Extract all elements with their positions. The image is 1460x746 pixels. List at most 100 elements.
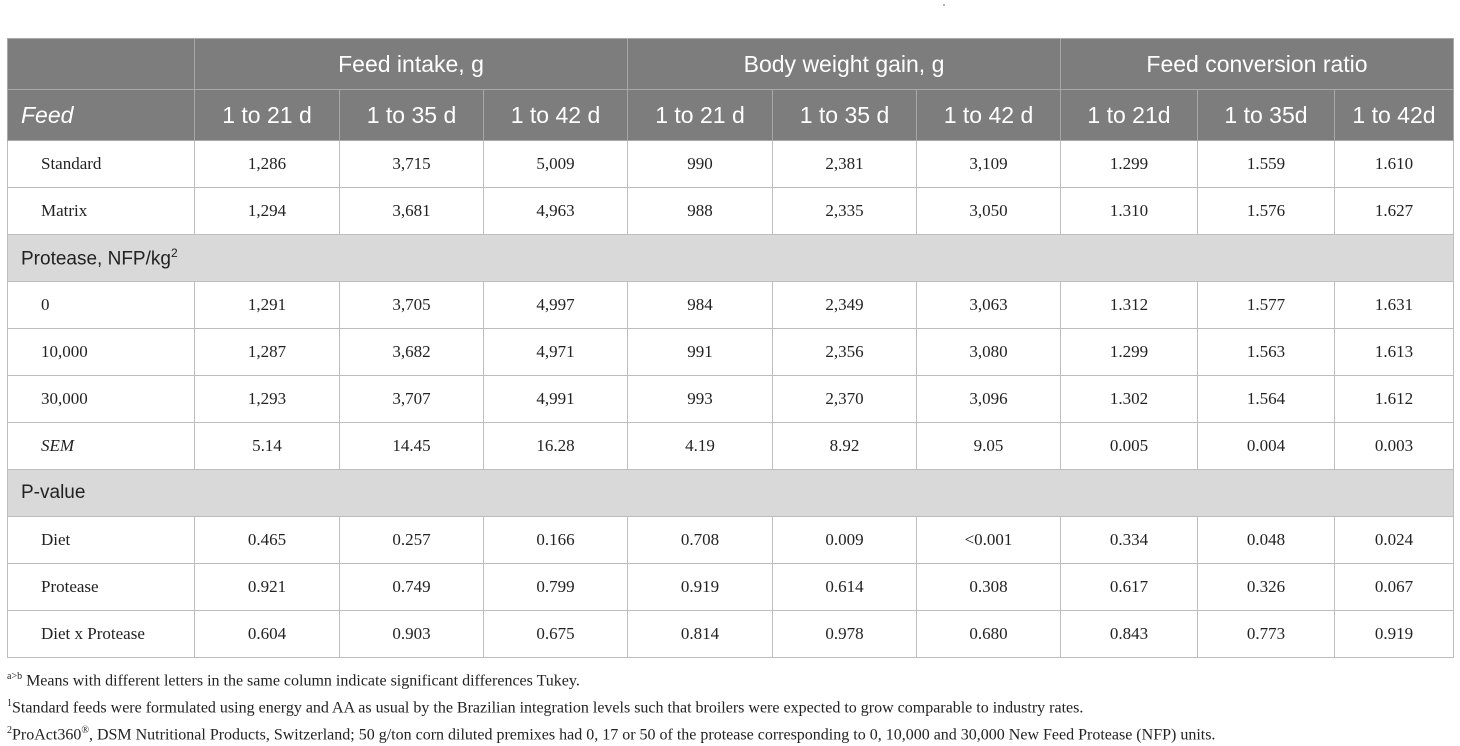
table-cell: 0.604	[194, 610, 340, 658]
table-cell: 1.612	[1334, 375, 1454, 423]
table-cell: 0.903	[339, 610, 484, 658]
table-cell: 1.610	[1334, 140, 1454, 188]
section-label: P-value	[21, 482, 86, 503]
table-cell: 0.614	[772, 563, 917, 611]
row-label: 0	[7, 281, 195, 329]
table-cell: 3,063	[916, 281, 1061, 329]
table-cell: 2,370	[772, 375, 917, 423]
table-cell: 0.749	[339, 563, 484, 611]
column-header: 1 to 21d	[1060, 89, 1198, 141]
footnote: a>b Means with different letters in the …	[7, 671, 580, 690]
table-cell: 1.299	[1060, 328, 1198, 376]
table-cell: 3,096	[916, 375, 1061, 423]
table-cell: 2,356	[772, 328, 917, 376]
footnote-marker: 2	[170, 245, 178, 260]
row-label: Protease	[7, 563, 195, 611]
table-cell: <0.001	[916, 516, 1061, 564]
table-cell: 1,293	[194, 375, 340, 423]
table-cell: 3,715	[339, 140, 484, 188]
column-header: 1 to 42 d	[483, 89, 628, 141]
table-cell: 1.312	[1060, 281, 1198, 329]
column-header: 1 to 35 d	[339, 89, 484, 141]
stray-dot	[943, 4, 945, 6]
table-cell: 1,294	[194, 187, 340, 235]
table-row: SEM 5.14 14.45 16.28 4.19 8.92 9.05 0.005 0.004 0…	[7, 422, 1454, 470]
table-cell: 9.05	[916, 422, 1061, 470]
row-label: Diet x Protease	[7, 610, 195, 658]
table-cell: 1.310	[1060, 187, 1198, 235]
footnote: 1Standard feeds were formulated using en…	[7, 697, 1084, 717]
table-cell: 0.680	[916, 610, 1061, 658]
table-cell: 2,349	[772, 281, 917, 329]
footnote: 2ProAct360®, DSM Nutritional Products, S…	[7, 724, 1216, 743]
row-label: 30,000	[7, 375, 195, 423]
table-cell: 0.003	[1334, 422, 1454, 470]
section-label: Protease, NFP/kg	[21, 248, 171, 270]
row-label: Standard	[7, 140, 195, 188]
table-cell: 1.631	[1334, 281, 1454, 329]
group-header-feed-intake: Feed intake, g	[194, 38, 628, 90]
corner-cell	[7, 38, 195, 90]
table-cell: 0.009	[772, 516, 917, 564]
table-cell: 0.773	[1197, 610, 1335, 658]
table-cell: 4.19	[627, 422, 773, 470]
table-cell: 3,109	[916, 140, 1061, 188]
table-cell: 0.334	[1060, 516, 1198, 564]
table-cell: 2,335	[772, 187, 917, 235]
table-cell: 5.14	[194, 422, 340, 470]
table-row: 10,000 1,287 3,682 4,971 991 2,356 3,080 1.299 1…	[7, 328, 1454, 376]
table-cell: 0.919	[627, 563, 773, 611]
footnotes: a>b Means with different letters in the …	[7, 666, 1453, 746]
table-cell: 1.563	[1197, 328, 1335, 376]
table-cell: 0.843	[1060, 610, 1198, 658]
table-row: Standard 1,286 3,715 5,009 990 2,381 3,109 1.29…	[7, 140, 1454, 188]
table-cell: 0.005	[1060, 422, 1198, 470]
group-header-row: Feed intake, g Body weight gain, g Feed …	[7, 38, 1454, 90]
table-row: 0 1,291 3,705 4,997 984 2,349 3,063 1.312 1.577 1…	[7, 281, 1454, 329]
group-header-feed-conversion: Feed conversion ratio	[1060, 38, 1454, 90]
column-header: 1 to 35d	[1197, 89, 1335, 141]
table-cell: 1.627	[1334, 187, 1454, 235]
table-cell: 1.299	[1060, 140, 1198, 188]
table-row: Protease 0.921 0.749 0.799 0.919 0.614 0.308 0.…	[7, 563, 1454, 611]
table-row: 30,000 1,293 3,707 4,991 993 2,370 3,096 1.302 1…	[7, 375, 1454, 423]
column-header: 1 to 21 d	[627, 89, 773, 141]
row-label: Matrix	[7, 187, 195, 235]
table-cell: 1,286	[194, 140, 340, 188]
table-cell: 0.675	[483, 610, 628, 658]
table-cell: 1,287	[194, 328, 340, 376]
column-header: 1 to 35 d	[772, 89, 917, 141]
section-row-protease: Protease, NFP/kg2	[7, 234, 1454, 282]
table-row: Diet 0.465 0.257 0.166 0.708 0.009 <0.001 0.334…	[7, 516, 1454, 564]
table-cell: 4,997	[483, 281, 628, 329]
table-row: Matrix 1,294 3,681 4,963 988 2,335 3,050 1.310 1…	[7, 187, 1454, 235]
row-label: 10,000	[7, 328, 195, 376]
table-cell: 1.559	[1197, 140, 1335, 188]
table-cell: 0.814	[627, 610, 773, 658]
table-cell: 0.257	[339, 516, 484, 564]
table-cell: 3,050	[916, 187, 1061, 235]
column-header: 1 to 42d	[1334, 89, 1454, 141]
table-cell: 993	[627, 375, 773, 423]
table-cell: 3,707	[339, 375, 484, 423]
table-cell: 4,991	[483, 375, 628, 423]
column-header: 1 to 42 d	[916, 89, 1061, 141]
table-cell: 0.617	[1060, 563, 1198, 611]
table-cell: 984	[627, 281, 773, 329]
table-cell: 990	[627, 140, 773, 188]
table-cell: 0.708	[627, 516, 773, 564]
table-cell: 14.45	[339, 422, 484, 470]
table-cell: 0.465	[194, 516, 340, 564]
table-cell: 1.564	[1197, 375, 1335, 423]
table-cell: 0.067	[1334, 563, 1454, 611]
table-cell: 1.613	[1334, 328, 1454, 376]
table-cell: 8.92	[772, 422, 917, 470]
table-cell: 3,705	[339, 281, 484, 329]
row-label: SEM	[7, 422, 195, 470]
results-table: Feed intake, g Body weight gain, g Feed …	[7, 38, 1454, 658]
table-cell: 0.004	[1197, 422, 1335, 470]
table-cell: 5,009	[483, 140, 628, 188]
table-row: Diet x Protease 0.604 0.903 0.675 0.814 0.978…	[7, 610, 1454, 658]
table-cell: 0.919	[1334, 610, 1454, 658]
table-cell: 0.799	[483, 563, 628, 611]
